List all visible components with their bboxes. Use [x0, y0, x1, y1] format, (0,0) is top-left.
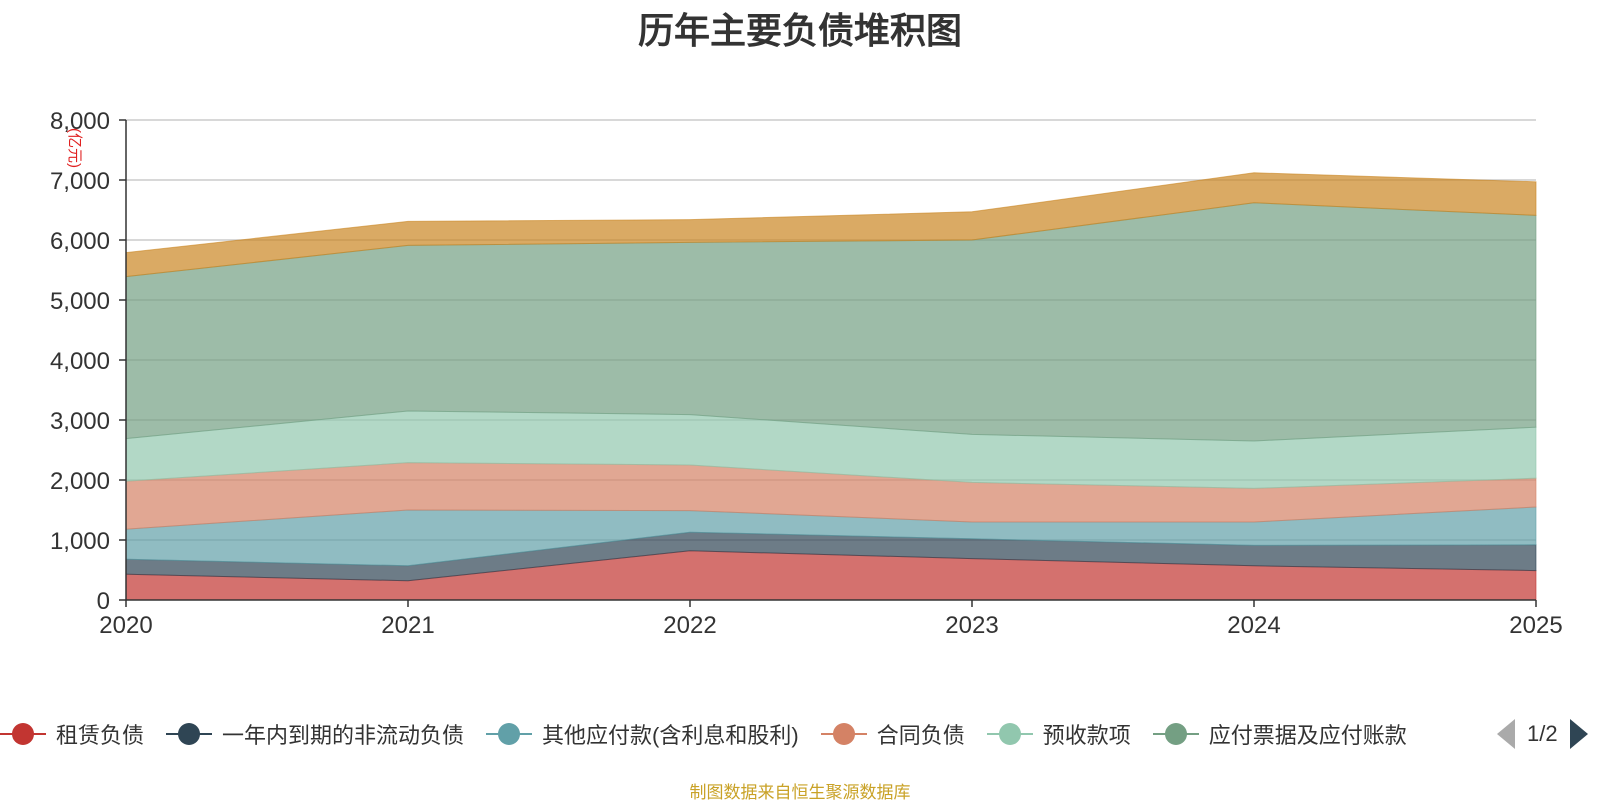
- y-tick-label: 6,000: [50, 228, 110, 255]
- legend-item[interactable]: 合同负债: [820, 716, 965, 752]
- legend: 租赁负债 一年内到期的非流动负债 其他应付款(含利息和股利) 合同负债 预收款项 应付票据…: [0, 716, 1482, 752]
- legend-next-page-icon[interactable]: [1569, 719, 1588, 749]
- legend-marker-icon: [486, 721, 533, 747]
- legend-label: 一年内到期的非流动负债: [222, 723, 465, 748]
- tick-labels: 0 1,000 2,000 3,000 4,000 5,000 6,000 7,000 8,00…: [50, 108, 1563, 639]
- legend-item[interactable]: 一年内到期的非流动负债: [166, 716, 464, 752]
- legend-label: 应付票据及应付账款: [1208, 723, 1407, 748]
- legend-pager: 1/2: [1497, 718, 1588, 750]
- x-tick-label: 2024: [1227, 612, 1280, 639]
- y-tick-label: 2,000: [50, 468, 110, 495]
- y-tick-label: 4,000: [50, 348, 110, 375]
- legend-label: 租赁负债: [56, 723, 145, 748]
- legend-marker-icon: [986, 721, 1033, 747]
- x-tick-label: 2022: [663, 612, 716, 639]
- y-tick-label: 7,000: [50, 168, 110, 195]
- y-tick-label: 8,000: [50, 108, 110, 135]
- legend-marker-icon: [166, 721, 213, 747]
- area-series: [125, 172, 1537, 601]
- stacked-area-chart: 0 1,000 2,000 3,000 4,000 5,000 6,000 7,000 8,00…: [50, 108, 1563, 639]
- legend-item[interactable]: 应付票据及应付账款: [1152, 716, 1407, 752]
- legend-marker-icon: [0, 721, 46, 747]
- legend-marker-icon: [820, 721, 867, 747]
- legend-item[interactable]: 租赁负债: [0, 716, 144, 752]
- legend-item[interactable]: 预收款项: [986, 716, 1131, 752]
- y-tick-label: 0: [97, 588, 110, 615]
- y-tick-label: 1,000: [50, 528, 110, 555]
- source-note: 制图数据来自恒生聚源数据库: [689, 783, 911, 802]
- y-tick-label: 5,000: [50, 288, 110, 315]
- x-tick-label: 2021: [381, 612, 434, 639]
- legend-marker-icon: [1152, 721, 1199, 747]
- x-tick-label: 2020: [99, 612, 152, 639]
- area-series-其他[interactable]: [125, 172, 1537, 278]
- legend-label: 其他应付款(含利息和股利): [542, 723, 799, 748]
- legend-item[interactable]: 其他应付款(含利息和股利): [486, 716, 799, 752]
- legend-page-indicator: 1/2: [1527, 721, 1558, 746]
- axes: [119, 119, 1537, 607]
- legend-label: 预收款项: [1042, 723, 1131, 748]
- y-tick-label: 3,000: [50, 408, 110, 435]
- legend-prev-page-icon[interactable]: [1497, 719, 1515, 749]
- x-tick-label: 2023: [945, 612, 998, 639]
- chart-title: 历年主要负债堆积图: [637, 10, 962, 51]
- y-axis-unit-label: (亿元): [66, 128, 83, 168]
- legend-label: 合同负债: [876, 723, 965, 748]
- x-tick-label: 2025: [1509, 612, 1562, 639]
